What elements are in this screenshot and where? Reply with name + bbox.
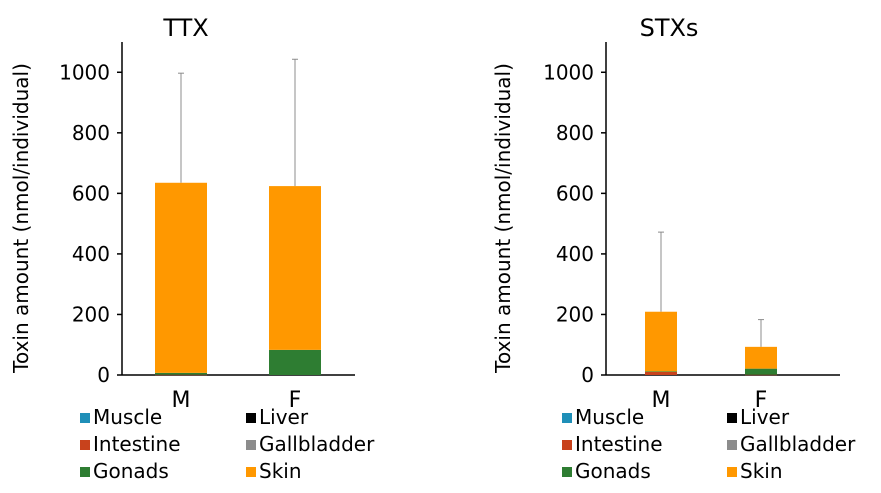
- legend-label: Intestine: [93, 432, 181, 456]
- chart-title: TTX: [162, 14, 208, 42]
- x-tick-label: M: [652, 388, 671, 413]
- legend-label: Skin: [259, 459, 302, 483]
- legend-swatch: [727, 413, 737, 423]
- bar-segment-intestine: [745, 374, 777, 376]
- bar-segment-skin: [745, 346, 777, 369]
- y-tick-label: 200: [556, 302, 594, 326]
- bar-segment-gonads: [269, 349, 321, 375]
- legend-label: Gallbladder: [740, 432, 856, 456]
- y-axis-label: Toxin amount (nmol/individual): [9, 63, 33, 374]
- chart-panel-ttx: TTX Toxin amount (nmol/individual) 0 200 4…: [9, 14, 375, 483]
- y-tick-label: 800: [72, 121, 110, 145]
- y-tick-label: 1000: [59, 60, 110, 84]
- chart-title: STXs: [640, 14, 699, 42]
- y-tick-label: 1000: [543, 60, 594, 84]
- y-tick-label: 800: [556, 121, 594, 145]
- y-tick-label: 0: [97, 363, 110, 387]
- legend-swatch: [80, 413, 90, 423]
- bar-segment-gonads: [745, 368, 777, 375]
- legend-label: Skin: [740, 459, 783, 483]
- y-tick-label: 200: [72, 302, 110, 326]
- bar-segment-intestine: [645, 371, 677, 375]
- x-tick-label: M: [172, 388, 191, 413]
- legend-label: Intestine: [575, 432, 663, 456]
- legend-swatch: [246, 413, 256, 423]
- y-axis-label: Toxin amount (nmol/individual): [491, 63, 515, 374]
- legend-swatch: [562, 467, 572, 477]
- legend-label: Gonads: [93, 459, 169, 483]
- legend-swatch: [727, 440, 737, 450]
- bar-segment-gonads: [155, 372, 207, 375]
- y-tick-label: 600: [72, 181, 110, 205]
- legend-swatch: [727, 467, 737, 477]
- legend-label: Liver: [259, 405, 309, 429]
- y-tick-label: 0: [581, 363, 594, 387]
- y-tick-label: 600: [556, 181, 594, 205]
- legend-swatch: [246, 467, 256, 477]
- legend-label: Gonads: [575, 459, 651, 483]
- x-tick-label: F: [755, 388, 768, 413]
- bar-segment-gonads: [645, 371, 677, 372]
- legend-label: Muscle: [575, 405, 644, 429]
- legend-swatch: [80, 467, 90, 477]
- x-tick-label: F: [289, 388, 302, 413]
- legend-swatch: [562, 440, 572, 450]
- legend-swatch: [246, 440, 256, 450]
- legend-swatch: [80, 440, 90, 450]
- legend-label: Gallbladder: [259, 432, 375, 456]
- legend-label: Liver: [740, 405, 790, 429]
- chart-panel-stxs: STXs Toxin amount (nmol/individual) 0 200…: [491, 14, 856, 483]
- bar-segment-skin: [155, 182, 207, 373]
- bar-segment-skin: [645, 311, 677, 372]
- bar-segment-skin: [269, 186, 321, 350]
- legend-swatch: [562, 413, 572, 423]
- legend-label: Muscle: [93, 405, 162, 429]
- bar-segment-intestine: [155, 374, 207, 376]
- y-tick-label: 400: [556, 242, 594, 266]
- y-tick-label: 400: [72, 242, 110, 266]
